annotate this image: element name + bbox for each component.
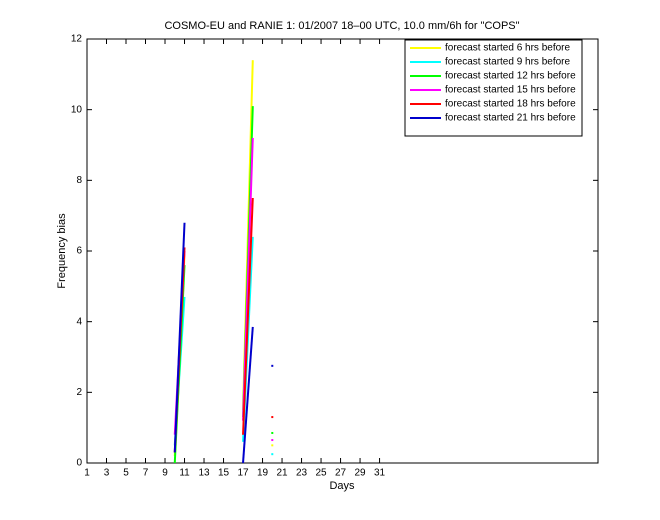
y-tick-label: 0 (76, 458, 82, 469)
point (271, 364, 274, 367)
x-tick-label: 3 (104, 468, 110, 479)
point (271, 431, 274, 434)
legend-label: forecast started 18 hrs before (445, 99, 576, 110)
legend-label: forecast started 12 hrs before (445, 71, 576, 82)
x-tick-label: 15 (218, 468, 230, 479)
legend-label: forecast started 15 hrs before (445, 85, 576, 96)
y-tick-label: 6 (76, 246, 82, 257)
y-tick-label: 10 (71, 104, 83, 115)
x-tick-label: 9 (162, 468, 168, 479)
x-tick-label: 17 (237, 468, 249, 479)
x-tick-label: 1 (84, 468, 90, 479)
x-tick-label: 19 (257, 468, 269, 479)
chart-title: COSMO-EU and RANIE 1: 01/2007 18–00 UTC,… (164, 20, 519, 32)
x-tick-label: 23 (296, 468, 308, 479)
y-tick-label: 12 (71, 34, 83, 45)
legend-label: forecast started 9 hrs before (445, 57, 571, 68)
legend-label: forecast started 6 hrs before (445, 43, 571, 54)
x-tick-label: 25 (315, 468, 327, 479)
x-tick-label: 31 (374, 468, 386, 479)
legend-label: forecast started 21 hrs before (445, 113, 576, 124)
x-tick-label: 29 (354, 468, 366, 479)
x-axis-label: Days (329, 480, 355, 492)
x-tick-label: 5 (123, 468, 129, 479)
x-tick-label: 13 (198, 468, 210, 479)
point (271, 453, 274, 456)
series-line (242, 197, 254, 435)
y-tick-label: 2 (76, 387, 82, 398)
series-line (173, 222, 186, 453)
point (271, 416, 274, 419)
y-tick-label: 8 (76, 175, 82, 186)
x-tick-label: 27 (335, 468, 347, 479)
legend-box (404, 39, 583, 137)
y-axis-label: Frequency bias (56, 213, 68, 289)
point (271, 444, 274, 447)
y-tick-label: 4 (76, 316, 82, 327)
x-tick-label: 7 (143, 468, 149, 479)
x-tick-label: 11 (179, 468, 190, 479)
series-line (242, 326, 254, 464)
x-tick-label: 21 (276, 468, 288, 479)
point (271, 439, 274, 442)
